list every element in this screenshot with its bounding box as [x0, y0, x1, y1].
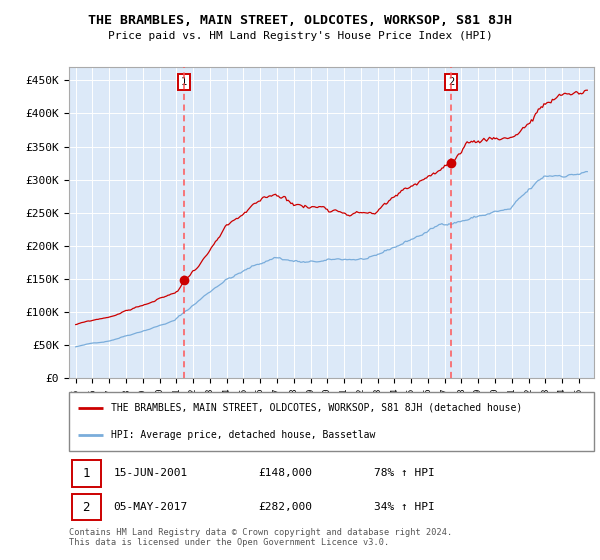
Text: 2: 2: [82, 501, 89, 514]
Text: HPI: Average price, detached house, Bassetlaw: HPI: Average price, detached house, Bass…: [111, 430, 376, 440]
Text: 1: 1: [181, 77, 187, 87]
Text: 2: 2: [448, 77, 454, 87]
FancyBboxPatch shape: [71, 460, 101, 487]
Text: THE BRAMBLES, MAIN STREET, OLDCOTES, WORKSOP, S81 8JH (detached house): THE BRAMBLES, MAIN STREET, OLDCOTES, WOR…: [111, 403, 522, 413]
Text: £282,000: £282,000: [258, 502, 312, 512]
Text: £148,000: £148,000: [258, 468, 312, 478]
Text: Price paid vs. HM Land Registry's House Price Index (HPI): Price paid vs. HM Land Registry's House …: [107, 31, 493, 41]
Text: 15-JUN-2001: 15-JUN-2001: [113, 468, 188, 478]
Text: Contains HM Land Registry data © Crown copyright and database right 2024.
This d: Contains HM Land Registry data © Crown c…: [69, 528, 452, 547]
Text: 78% ↑ HPI: 78% ↑ HPI: [373, 468, 434, 478]
FancyBboxPatch shape: [69, 392, 594, 451]
FancyBboxPatch shape: [71, 494, 101, 520]
Text: 05-MAY-2017: 05-MAY-2017: [113, 502, 188, 512]
Text: 1: 1: [82, 467, 89, 480]
Text: 34% ↑ HPI: 34% ↑ HPI: [373, 502, 434, 512]
Text: THE BRAMBLES, MAIN STREET, OLDCOTES, WORKSOP, S81 8JH: THE BRAMBLES, MAIN STREET, OLDCOTES, WOR…: [88, 14, 512, 27]
